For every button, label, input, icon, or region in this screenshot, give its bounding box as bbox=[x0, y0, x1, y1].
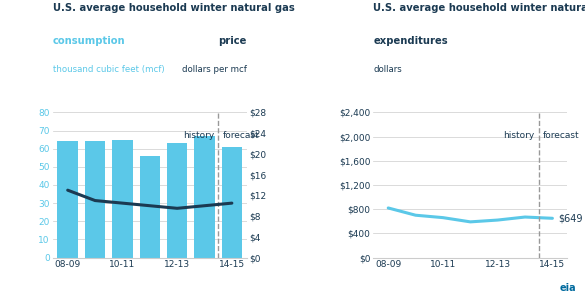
Text: consumption: consumption bbox=[53, 36, 125, 46]
Text: dollars: dollars bbox=[373, 65, 402, 74]
Text: $649: $649 bbox=[558, 213, 583, 223]
Bar bbox=[194, 136, 215, 258]
Text: forecast: forecast bbox=[222, 131, 259, 140]
Text: forecast: forecast bbox=[543, 131, 580, 140]
Bar bbox=[222, 147, 242, 258]
Text: history: history bbox=[183, 131, 214, 140]
Text: eia: eia bbox=[560, 283, 576, 293]
Text: U.S. average household winter natural gas: U.S. average household winter natural ga… bbox=[53, 3, 294, 13]
Bar bbox=[167, 143, 187, 258]
Text: thousand cubic feet (mcf): thousand cubic feet (mcf) bbox=[53, 65, 164, 74]
Text: U.S. average household winter natural gas: U.S. average household winter natural ga… bbox=[373, 3, 585, 13]
Text: dollars per mcf: dollars per mcf bbox=[182, 65, 247, 74]
Bar bbox=[85, 141, 105, 258]
Text: price: price bbox=[219, 36, 247, 46]
Text: history: history bbox=[503, 131, 535, 140]
Bar bbox=[57, 141, 78, 258]
Bar bbox=[139, 156, 160, 258]
Bar bbox=[112, 140, 133, 258]
Text: expenditures: expenditures bbox=[373, 36, 448, 46]
